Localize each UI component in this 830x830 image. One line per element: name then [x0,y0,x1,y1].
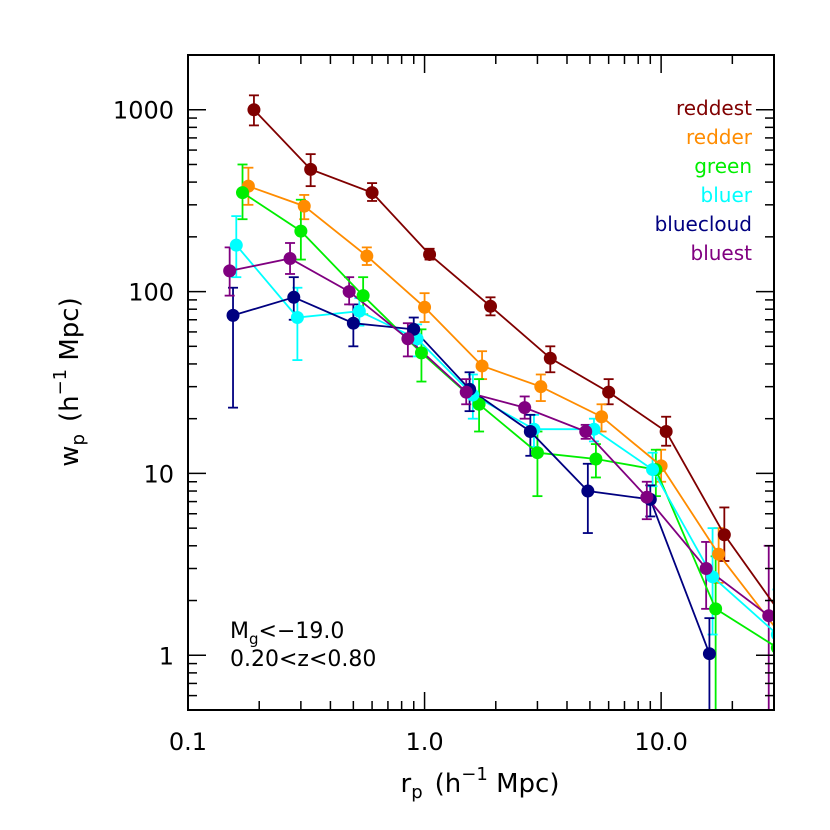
series-line-bluecloud [232,296,711,655]
data-point-bluest [518,401,532,415]
data-point-reddest [304,162,318,176]
data-point-reddest [247,103,261,117]
data-point-bluer [290,311,304,325]
legend-item-bluest: bluest [691,241,753,265]
annotation-magnitude-sub: g [249,630,259,648]
x-tick-label: 10.0 [634,728,687,756]
data-point-bluer [352,304,366,318]
data-point-bluer [229,238,243,252]
y-axis-label-post: Mpc) [55,297,85,369]
legend-item-bluer: bluer [701,183,753,207]
data-point-bluest [640,490,654,504]
data-point-bluest [401,332,415,346]
y-axis-label-sup: −1 [50,369,71,396]
data-point-reddest [543,351,557,365]
data-point-bluest [762,609,774,623]
x-axis-label: rp (h−1 Mpc) [401,764,560,803]
legend-item-redder: redder [686,125,753,149]
data-point-reddest [484,299,498,313]
data-point-green [589,452,603,466]
data-point-bluest [223,264,237,278]
x-axis-label-sup: −1 [461,764,488,785]
data-point-reddest [659,425,673,439]
data-point-bluecloud [346,316,360,330]
data-point-green [414,346,428,360]
x-tick-label: 1.0 [405,728,443,756]
data-point-redder [475,359,489,373]
data-point-bluest [579,425,593,439]
data-point-green [472,397,486,411]
data-point-redder [297,199,311,213]
data-point-bluecloud [702,647,716,661]
data-point-bluest [342,285,356,299]
data-point-reddest [602,385,616,399]
data-point-bluecloud [407,322,421,336]
data-point-bluecloud [523,425,537,439]
legend-item-green: green [694,154,752,178]
y-axis-label-main: w [55,445,85,466]
x-tick-label: 0.1 [169,728,207,756]
data-point-redder [774,628,787,641]
annotation-redshift: 0.20<z<0.80 [230,647,376,672]
annotation-magnitude-rest: <−19.0 [259,619,345,644]
data-point-reddest [777,612,790,625]
data-point-redder [712,547,726,561]
data-point-green [530,446,544,460]
y-tick-label: 1 [159,642,174,670]
data-point-green [356,289,370,303]
legend-item-bluecloud: bluecloud [655,212,752,236]
data-point-green [709,602,723,616]
data-point-green [294,224,308,238]
data-point-green [770,642,774,654]
legend: reddest redder green bluer bluecloud bluest [655,96,753,265]
data-point-bluest [283,252,297,266]
data-point-reddest [365,186,379,200]
x-axis-label-main: r [401,769,412,799]
x-axis-label-sub: p [411,782,422,803]
data-point-bluest [459,385,473,399]
y-tick-label: 100 [128,279,174,307]
tick-labels: 0.1 1.0 10.0 1 10 100 1000 [113,97,688,756]
data-point-bluer [770,628,774,641]
y-tick-label: 10 [143,460,174,488]
x-axis-label-pre: (h [435,769,462,799]
series-line-green [242,191,774,647]
ticks-layer [187,54,775,711]
y-tick-label: 1000 [113,97,174,125]
data-point-redder [534,380,548,394]
series-line-reddest [253,109,774,606]
data-point-bluer [646,463,660,477]
y-axis-label-sub: p [68,434,89,445]
lines-layer [229,109,774,655]
annotation-magnitude: Mg<−19.0 [230,619,344,648]
series-line-bluest [229,257,770,617]
y-axis-label: wp (h−1 Mpc) [50,297,89,467]
data-point-reddest [717,528,731,542]
series-line-bluer [235,244,774,633]
y-axis-label-pre: (h [55,395,85,422]
data-point-bluecloud [287,290,301,304]
annotation-magnitude-main: M [230,619,249,644]
plot-frame [187,54,775,711]
data-point-redder [360,249,374,263]
data-point-green [236,186,250,200]
data-point-bluecloud [581,484,595,498]
points-layer [223,103,790,661]
x-axis-label-post: Mpc) [488,769,560,799]
data-point-bluecloud [226,308,240,322]
legend-item-reddest: reddest [676,96,752,120]
data-point-reddest [423,247,437,261]
data-point-redder [418,300,432,314]
data-point-bluest [699,562,713,576]
data-point-redder [595,410,609,424]
series-line-redder [248,185,774,628]
